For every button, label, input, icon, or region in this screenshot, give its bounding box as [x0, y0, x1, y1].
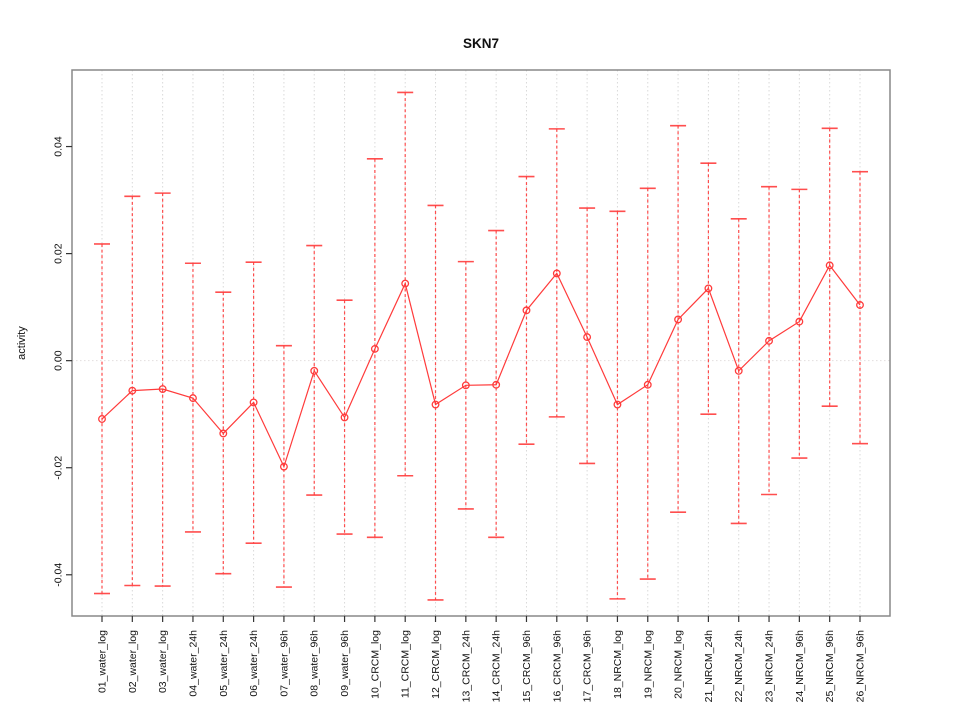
data-point	[583, 333, 592, 342]
x-tick-label: 11_CRCM_log	[400, 630, 412, 698]
y-tick-label: -0.02	[53, 456, 65, 480]
data-point	[522, 306, 531, 315]
x-tick-label: 01_water_log	[97, 630, 109, 693]
data-point	[98, 415, 106, 423]
error-bars	[94, 91, 868, 601]
x-tick-label: 16_CRCM_96h	[551, 630, 563, 703]
x-tick-label: 18_NRCM_log	[612, 630, 624, 699]
x-tick-label: 09_water_96h	[339, 630, 351, 697]
x-tick-label: 02_water_log	[127, 630, 139, 693]
data-point	[613, 400, 622, 409]
data-point	[249, 398, 258, 407]
x-tick-label: 17_CRCM_96h	[582, 630, 594, 703]
data-point	[643, 380, 652, 389]
data-point	[128, 386, 137, 395]
x-tick-label: 12_CRCM_log	[430, 630, 442, 699]
chart-title: SKN7	[463, 36, 499, 51]
data-point	[401, 279, 410, 288]
x-tick-label: 06_water_24h	[248, 630, 260, 697]
x-tick-label: 08_water_96h	[309, 630, 321, 697]
data-point	[552, 269, 561, 278]
data-point	[674, 315, 683, 324]
data-point	[158, 385, 167, 393]
data-points	[98, 261, 864, 471]
data-point	[370, 344, 379, 353]
x-tick-label: 26_NRCM_96h	[855, 630, 867, 703]
y-axis-label: activity	[16, 326, 28, 360]
x-tick-label: 05_water_24h	[218, 630, 230, 697]
data-point	[310, 366, 319, 375]
x-tick-label: 25_NRCM_96h	[824, 630, 836, 703]
x-tick-label: 13_CRCM_24h	[460, 630, 472, 703]
x-tick-label: 19_NRCM_log	[642, 630, 654, 699]
data-point	[279, 462, 288, 471]
data-point	[765, 336, 773, 345]
x-tick-label: 22_NRCM_24h	[733, 630, 745, 703]
x-tick-label: 04_water_24h	[187, 630, 199, 697]
plot-box	[71, 69, 891, 617]
x-tick-label: 20_NRCM_log	[673, 630, 685, 699]
y-tick-label: 0.00	[53, 350, 65, 371]
y-axis: -0.04 -0.02 0.00 0.02 0.04	[53, 136, 72, 587]
data-point	[704, 284, 713, 293]
y-tick-label: -0.04	[53, 563, 65, 587]
y-tick-label: 0.02	[53, 243, 65, 264]
data-point	[856, 301, 864, 309]
x-tick-label: 07_water_96h	[278, 630, 290, 697]
data-point	[189, 394, 197, 403]
plot-border	[71, 69, 891, 617]
y-tick-label: 0.04	[53, 136, 65, 157]
x-tick-label: 21_NRCM_24h	[703, 630, 715, 703]
x-tick-label: 24_NRCM_96h	[794, 630, 806, 703]
x-tick-label: 15_CRCM_96h	[521, 630, 533, 703]
x-tick-label: 23_NRCM_24h	[764, 630, 776, 703]
data-point	[795, 317, 804, 326]
data-point	[461, 381, 470, 390]
data-point	[734, 366, 743, 375]
data-point	[340, 413, 349, 422]
x-axis: 01_water_log 02_water_log 03_water_log 04_w…	[97, 616, 867, 702]
x-tick-label: 03_water_log	[157, 630, 169, 693]
data-point	[825, 261, 834, 270]
data-point	[219, 429, 228, 438]
data-point	[492, 380, 501, 389]
x-tick-label: 10_CRCM_log	[369, 630, 381, 699]
x-tick-label: 14_CRCM_24h	[491, 630, 503, 703]
series-polyline	[101, 264, 861, 469]
series-line	[101, 264, 861, 469]
data-point	[431, 400, 440, 409]
